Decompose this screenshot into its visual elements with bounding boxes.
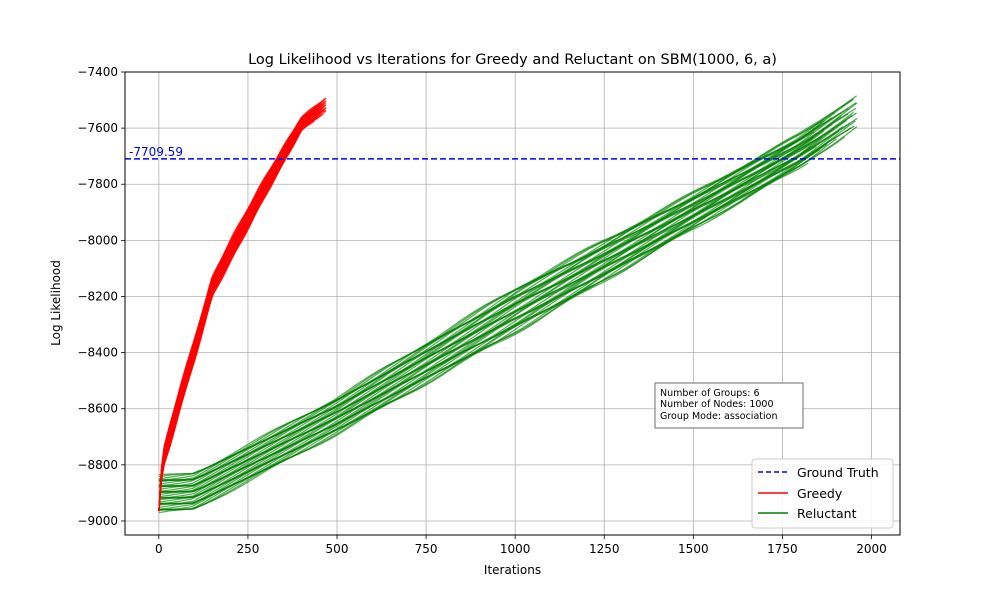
y-tick-label: −8400 (77, 346, 118, 360)
greedy-run-line (158, 97, 327, 512)
ground-truth-layer: -7709.59 (125, 145, 900, 160)
chart-title: Log Likelihood vs Iterations for Greedy … (248, 52, 777, 68)
annotation-line-mode: Group Mode: association (660, 411, 777, 422)
x-tick-label: 250 (236, 542, 259, 556)
x-tick-label: 1250 (589, 542, 620, 556)
y-tick-label: −8000 (77, 233, 118, 247)
series-area (158, 95, 858, 514)
x-tick-label: 1000 (500, 542, 531, 556)
x-axis-label: Iterations (484, 563, 541, 577)
legend-label-reluctant: Reluctant (797, 506, 857, 521)
y-tick-label: −8600 (77, 402, 118, 416)
x-tick-label: 1750 (767, 542, 798, 556)
x-tick-label: 750 (415, 542, 438, 556)
x-tick-label: 500 (326, 542, 349, 556)
y-tick-label: −7600 (77, 121, 118, 135)
legend-label-greedy: Greedy (797, 486, 843, 501)
x-tick-label: 2000 (856, 542, 887, 556)
axis-ticks: 0 250 500 750 1000 1250 1500 1750 2000 −9000 −8800… (77, 65, 886, 556)
annotation-line-groups: Number of Groups: 6 (660, 388, 760, 399)
x-tick-label: 0 (155, 542, 163, 556)
info-annotation-box: Number of Groups: 6 Number of Nodes: 100… (654, 382, 804, 429)
reluctant-run-line (158, 95, 857, 476)
y-tick-label: −8800 (77, 458, 118, 472)
legend: Ground Truth Greedy Reluctant (751, 458, 894, 529)
ground-truth-label: -7709.59 (129, 145, 183, 159)
legend-label-ground-truth: Ground Truth (797, 465, 879, 480)
y-tick-label: −7800 (77, 177, 118, 191)
legend-frame (751, 458, 894, 529)
y-tick-label: −9000 (77, 514, 118, 528)
reluctant-run-line (158, 112, 842, 488)
y-axis-label: Log Likelihood (49, 260, 63, 346)
y-tick-label: −7400 (77, 65, 118, 79)
annotation-line-nodes: Number of Nodes: 1000 (660, 399, 774, 410)
plot-area (124, 71, 901, 536)
x-tick-label: 1500 (678, 542, 709, 556)
y-tick-label: −8200 (77, 289, 118, 303)
